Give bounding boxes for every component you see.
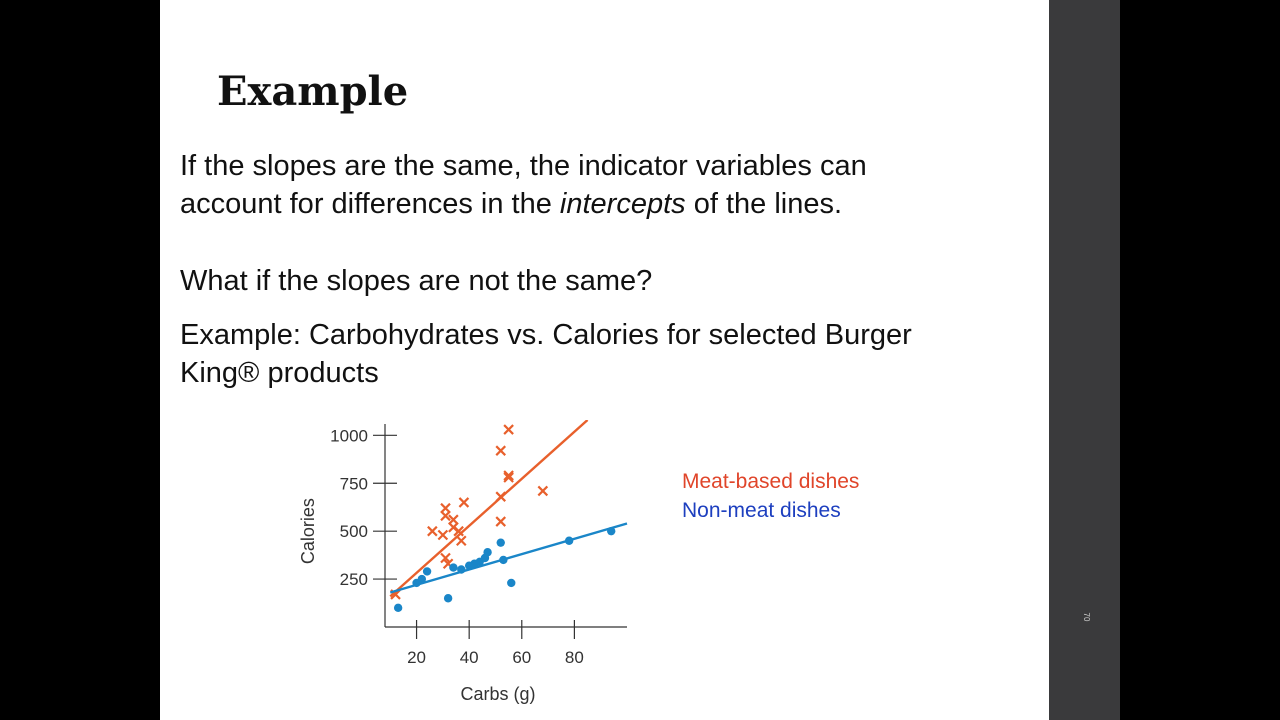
meat-point-12 [495, 445, 507, 456]
nonmeat-point-5 [449, 563, 458, 572]
meat-point-7 [448, 514, 459, 525]
paragraph-example: Example: Carbohydrates vs. Calories for … [180, 316, 912, 392]
nonmeat-point-6 [457, 565, 466, 574]
meat-point-2 [437, 529, 449, 541]
y-tick-label-750: 750 [340, 474, 368, 493]
slide-title: Example [217, 68, 409, 115]
nonmeat-point-12 [496, 538, 505, 547]
nonmeat-point-16 [607, 526, 616, 536]
meat-point-15 [503, 424, 514, 435]
meat-point-17 [503, 472, 514, 483]
paragraph-intercepts-italic: intercepts [559, 188, 686, 220]
y-tick-label-250: 250 [340, 570, 368, 589]
slide: Example If the slopes are the same, the … [160, 0, 1049, 720]
meat-point-9 [453, 525, 464, 537]
nonmeat-point-3 [422, 567, 432, 576]
nonmeat-point-15 [564, 536, 574, 545]
nonmeat-point-14 [507, 578, 516, 588]
x-tick-label-20: 20 [407, 648, 426, 667]
meat-point-16 [503, 470, 514, 481]
x-tick-label-80: 80 [565, 648, 584, 667]
nonmeat-point-4 [443, 594, 453, 603]
meat-fit-line [389, 420, 589, 598]
meat-point-13 [495, 491, 507, 502]
x-tick-label-40: 40 [460, 648, 479, 667]
meat-point-10 [456, 535, 467, 547]
y-tick-label-500: 500 [340, 522, 368, 541]
y-axis-label: Calories [298, 498, 318, 564]
legend-meat-based: Meat-based dishes [682, 470, 860, 493]
paragraph-example-line1: Example: Carbohydrates vs. Calories for … [180, 319, 912, 351]
nonmeat-point-11 [483, 548, 492, 557]
page-number: 70 [1082, 612, 1091, 622]
y-tick-label-1000: 1000 [330, 426, 368, 445]
meat-point-3 [440, 510, 451, 522]
nonmeat-point-0 [393, 603, 403, 613]
paragraph-intercepts-start: If the slopes are the same, the indicato… [180, 150, 867, 220]
meat-point-5 [440, 552, 451, 564]
meat-point-11 [458, 497, 470, 508]
meat-point-1 [427, 525, 438, 537]
paragraph-question: What if the slopes are not the same? [180, 265, 653, 297]
nonmeat-point-13 [499, 555, 508, 565]
paragraph-intercepts-end: of the lines. [685, 188, 843, 220]
nonmeat-fit-line [389, 522, 628, 594]
x-tick-label-60: 60 [512, 648, 531, 667]
paragraph-example-line2: King® products [180, 357, 379, 389]
meat-point-14 [495, 516, 507, 527]
side-panel [1049, 0, 1120, 720]
meat-point-4 [440, 502, 451, 514]
legend-non-meat: Non-meat dishes [682, 499, 841, 522]
scatter-chart: 250 500 750 1000 20 40 60 80 Carbs (g) Calories [298, 420, 628, 704]
x-axis-label: Carbs (g) [460, 684, 535, 704]
nonmeat-point-2 [417, 574, 427, 584]
meat-point-18 [537, 485, 549, 497]
paragraph-intercepts: If the slopes are the same, the indicato… [180, 147, 867, 223]
